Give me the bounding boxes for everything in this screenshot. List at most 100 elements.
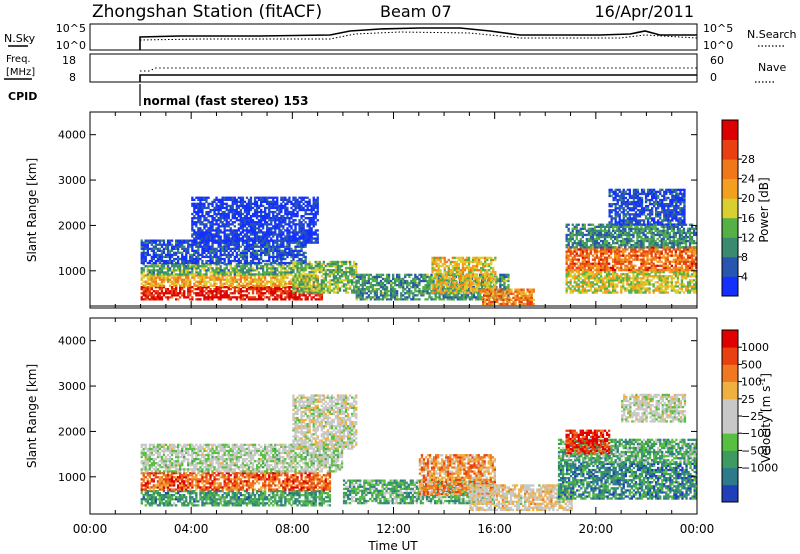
range-gate-cell [292,279,295,282]
range-gate-cell [507,277,510,281]
range-gate-cell [276,276,279,279]
range-gate-cell [253,276,257,279]
range-gate-cell [249,273,253,276]
range-gate-cell [575,271,578,274]
range-gate-cell [221,269,224,272]
range-gate-cell [166,263,170,266]
range-gate-cell [340,281,344,284]
range-gate-cell [189,267,192,270]
range-gate-cell [603,225,607,228]
range-gate-cell [255,243,259,246]
range-gate-cell [603,237,607,241]
range-gate-cell [292,296,295,299]
range-gate-cell [488,275,491,278]
range-gate-cell [622,250,625,253]
range-gate-cell [686,260,690,263]
range-gate-cell [565,275,568,278]
range-gate-cell [437,262,440,266]
range-gate-cell [503,286,506,289]
range-gate-cell [589,227,593,230]
range-gate-cell [599,264,603,267]
range-gate-cell [664,277,667,280]
range-gate-cell [488,298,491,301]
range-gate-cell [209,282,212,285]
range-gate-cell [243,247,247,250]
range-gate-cell [680,268,684,272]
range-gate-cell [508,292,511,295]
range-gate-cell [373,294,377,297]
range-gate-cell [424,292,427,295]
range-gate-cell [686,291,690,294]
range-gate-cell [310,269,313,272]
range-gate-cell [569,262,572,265]
range-gate-cell [308,292,311,295]
range-gate-cell [251,251,255,254]
range-gate-cell [522,288,525,291]
range-gate-cell [187,269,190,272]
range-gate-cell [205,276,208,279]
range-gate-cell [355,269,358,272]
range-gate-cell [215,296,218,299]
range-gate-cell [622,262,625,265]
range-gate-cell [306,262,309,266]
range-gate-cell [181,273,184,276]
range-gate-cell [591,291,595,294]
range-gate-cell [332,260,336,264]
range-gate-cell [579,250,582,253]
range-gate-cell [257,253,261,257]
range-gate-cell [344,289,348,292]
range-gate-cell [593,289,597,292]
range-gate-cell [605,273,609,276]
range-gate-cell [344,279,348,282]
range-gate-cell [422,288,425,291]
range-gate-cell [205,273,208,276]
range-gate-cell [601,248,605,251]
range-gate-cell [314,279,317,282]
range-gate-cell [292,287,295,290]
range-gate-cell [237,263,240,266]
range-gate-cell [187,247,190,250]
range-gate-cell [571,258,574,261]
range-gate-cell [213,253,216,257]
range-gate-cell [209,245,212,248]
range-gate-cell [187,243,190,246]
range-gate-cell [426,290,429,293]
range-gate-cell [193,273,196,276]
range-gate-cell [213,278,216,281]
range-gate-cell [142,292,145,295]
range-gate-cell [618,262,621,265]
range-gate-cell [571,223,574,226]
range-gate-cell [433,266,436,270]
range-gate-cell [203,263,206,266]
range-gate-cell [253,249,257,252]
range-gate-cell [142,263,145,266]
range-gate-cell [484,285,487,288]
range-gate-cell [569,260,572,263]
range-gate-cell [595,283,599,286]
range-gate-cell [464,296,468,299]
range-gate-cell [332,269,336,272]
range-gate-cell [150,278,153,281]
range-gate-cell [646,281,649,284]
range-gate-cell [597,231,601,235]
range-gate-cell [245,253,249,257]
range-gate-cell [272,253,275,257]
range-gate-cell [589,248,593,251]
range-gate-cell [255,253,259,257]
range-gate-cell [416,290,419,293]
range-gate-cell [316,269,319,272]
range-gate-cell [484,264,487,268]
range-gate-cell [479,294,482,297]
range-gate-cell [695,256,697,259]
range-gate-cell [473,273,477,276]
range-gate-cell [154,298,157,301]
range-gate-cell [670,285,673,288]
range-gate-cell [247,298,251,301]
range-gate-cell [587,283,590,286]
range-gate-cell [219,276,222,279]
range-gate-cell [225,280,228,283]
range-gate-cell [280,243,283,246]
range-gate-cell [387,281,391,285]
range-gate-cell [684,260,688,263]
range-gate-cell [690,258,694,261]
